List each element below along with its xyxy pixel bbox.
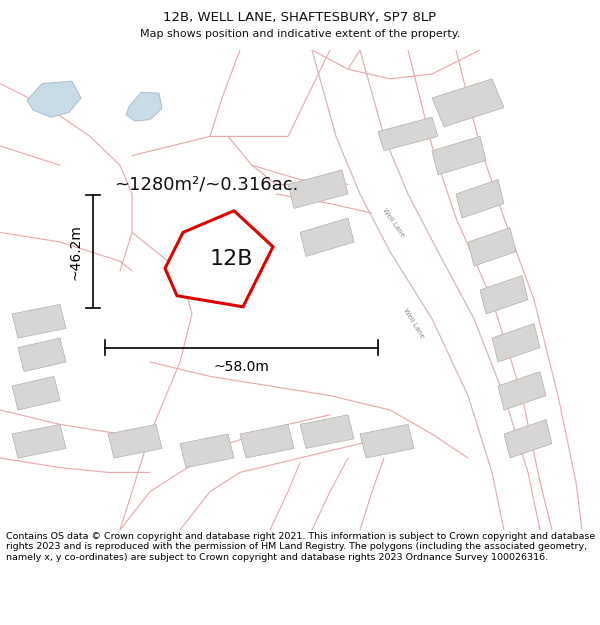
Polygon shape <box>165 211 273 307</box>
Polygon shape <box>432 136 486 175</box>
Polygon shape <box>300 415 354 448</box>
Text: Map shows position and indicative extent of the property.: Map shows position and indicative extent… <box>140 29 460 39</box>
Polygon shape <box>468 228 516 266</box>
Polygon shape <box>432 79 504 127</box>
Text: 12B, WELL LANE, SHAFTESBURY, SP7 8LP: 12B, WELL LANE, SHAFTESBURY, SP7 8LP <box>163 11 437 24</box>
Polygon shape <box>300 218 354 256</box>
Text: ~46.2m: ~46.2m <box>68 224 82 279</box>
Polygon shape <box>288 170 348 208</box>
Text: Well Lane: Well Lane <box>381 208 405 238</box>
Polygon shape <box>126 92 162 121</box>
Polygon shape <box>492 324 540 362</box>
Polygon shape <box>456 179 504 218</box>
Text: 12B: 12B <box>209 249 253 269</box>
Polygon shape <box>378 118 438 151</box>
Polygon shape <box>360 424 414 458</box>
Polygon shape <box>240 424 294 458</box>
Polygon shape <box>12 304 66 338</box>
Polygon shape <box>498 372 546 410</box>
Polygon shape <box>504 419 552 458</box>
Polygon shape <box>12 424 66 458</box>
Polygon shape <box>180 434 234 468</box>
Polygon shape <box>12 376 60 410</box>
Text: ~1280m²/~0.316ac.: ~1280m²/~0.316ac. <box>114 176 298 193</box>
Text: ~58.0m: ~58.0m <box>214 359 269 374</box>
Polygon shape <box>480 276 528 314</box>
Polygon shape <box>108 424 162 458</box>
Polygon shape <box>18 338 66 372</box>
Polygon shape <box>186 256 222 281</box>
Text: Contains OS data © Crown copyright and database right 2021. This information is : Contains OS data © Crown copyright and d… <box>6 532 595 562</box>
Text: Well Lane: Well Lane <box>403 308 425 339</box>
Polygon shape <box>27 81 81 118</box>
